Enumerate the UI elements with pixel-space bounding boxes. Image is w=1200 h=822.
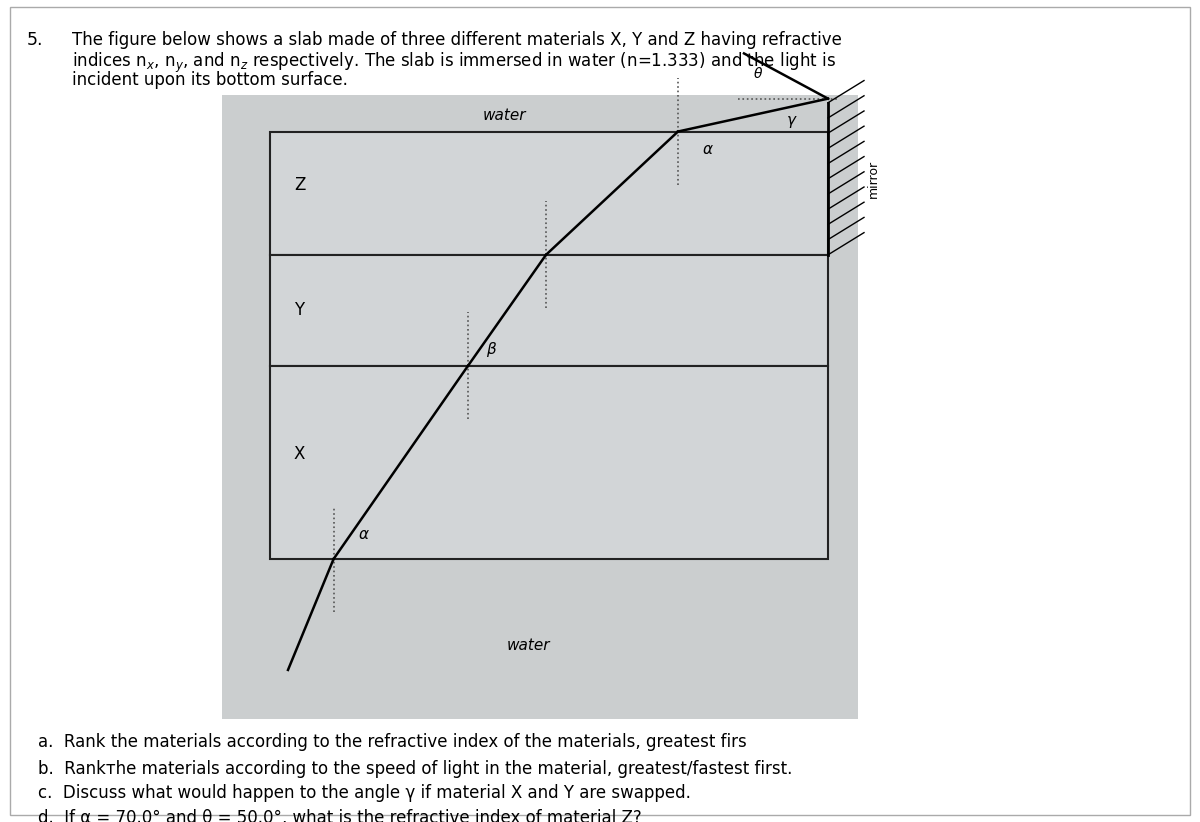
Text: water: water [482, 108, 526, 122]
Text: incident upon its bottom surface.: incident upon its bottom surface. [72, 71, 348, 89]
Text: a.  Rank the materials according to the refractive index of the materials, great: a. Rank the materials according to the r… [38, 733, 748, 751]
Text: X: X [294, 446, 305, 463]
Text: Y: Y [294, 302, 304, 319]
Bar [270, 366, 828, 559]
Bar [270, 255, 828, 366]
Text: $\alpha$: $\alpha$ [358, 527, 370, 542]
Bar [270, 132, 828, 255]
Text: b.  Rankᴛhe materials according to the speed of light in the material, greatest/: b. Rankᴛhe materials according to the sp… [38, 760, 793, 778]
Text: water: water [506, 638, 550, 653]
Text: indices n$_x$, n$_y$, and n$_z$ respectively. The slab is immersed in water (n=1: indices n$_x$, n$_y$, and n$_z$ respecti… [72, 51, 836, 75]
Text: $\theta$: $\theta$ [754, 67, 763, 81]
Text: The figure below shows a slab made of three different materials X, Y and Z havin: The figure below shows a slab made of th… [72, 31, 842, 49]
Text: 5.: 5. [26, 31, 43, 49]
Text: c.  Discuss what would happen to the angle γ if material X and Y are swapped.: c. Discuss what would happen to the angl… [38, 784, 691, 802]
Text: mirror: mirror [868, 159, 880, 198]
Text: d.  If α = 70.0° and θ = 50.0°, what is the refractive index of material Z?: d. If α = 70.0° and θ = 50.0°, what is t… [38, 809, 642, 822]
Text: $\beta$: $\beta$ [486, 339, 498, 359]
Text: $\alpha$: $\alpha$ [702, 142, 714, 157]
Text: Z: Z [294, 176, 305, 194]
FancyBboxPatch shape [10, 7, 1190, 815]
FancyBboxPatch shape [222, 95, 858, 719]
Text: $\gamma$: $\gamma$ [786, 113, 798, 130]
